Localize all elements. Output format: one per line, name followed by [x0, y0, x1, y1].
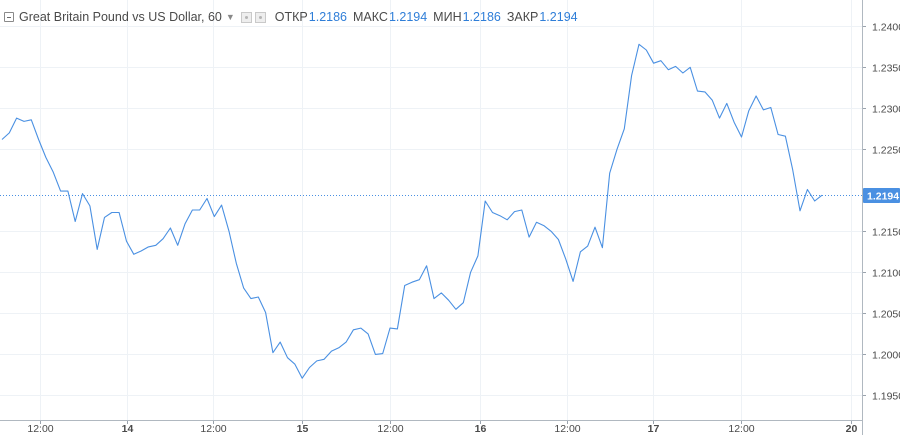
y-tick-label: 1.2350: [872, 63, 900, 75]
x-tick-label: 12:00: [554, 423, 580, 435]
visibility-icon[interactable]: [240, 11, 252, 23]
close-value: 1.2194: [539, 10, 578, 24]
y-tick-label: 1.2050: [872, 309, 900, 321]
x-tick-label: 20: [846, 423, 858, 435]
chart-legend-header: Great Britain Pound vs US Dollar, 60 ▼ О…: [4, 7, 578, 27]
x-tick-label: 17: [648, 423, 660, 435]
x-tick-label: 16: [475, 423, 487, 435]
high-value: 1.2194: [388, 10, 428, 24]
close-label: ЗАКР: [506, 10, 539, 24]
low-label: МИН: [433, 10, 462, 24]
price-series-line: [1, 43, 823, 379]
open-value: 1.2186: [308, 10, 348, 24]
x-tick-label: 12:00: [200, 423, 226, 435]
price-axis-panel: [862, 0, 900, 435]
y-tick-label: 1.2100: [872, 268, 900, 280]
y-tick-label: 1.2250: [872, 145, 900, 157]
y-tick-label: 1.1950: [872, 391, 900, 403]
x-tick-label: 12:00: [377, 423, 403, 435]
low-value: 1.2186: [462, 10, 501, 24]
x-tick-label: 12:00: [27, 423, 53, 435]
y-tick-label: 1.2400: [872, 22, 900, 34]
current-price-label: 1.2194: [867, 190, 899, 202]
x-tick-label: 15: [297, 423, 309, 435]
settings-icon[interactable]: [254, 11, 266, 23]
x-tick-label: 12:00: [728, 423, 754, 435]
y-tick-label: 1.2000: [872, 350, 900, 362]
y-tick-label: 1.2150: [872, 227, 900, 239]
open-label: ОТКР: [274, 10, 308, 24]
chevron-down-icon[interactable]: ▼: [225, 12, 235, 22]
current-price-tag: [863, 188, 900, 203]
high-label: МАКС: [353, 10, 388, 24]
collapse-legend-icon[interactable]: [4, 12, 14, 22]
y-tick-label: 1.2300: [872, 104, 900, 116]
symbol-title[interactable]: Great Britain Pound vs US Dollar, 60: [19, 10, 222, 24]
x-tick-label: 14: [122, 423, 134, 435]
time-axis-panel: [0, 420, 900, 435]
